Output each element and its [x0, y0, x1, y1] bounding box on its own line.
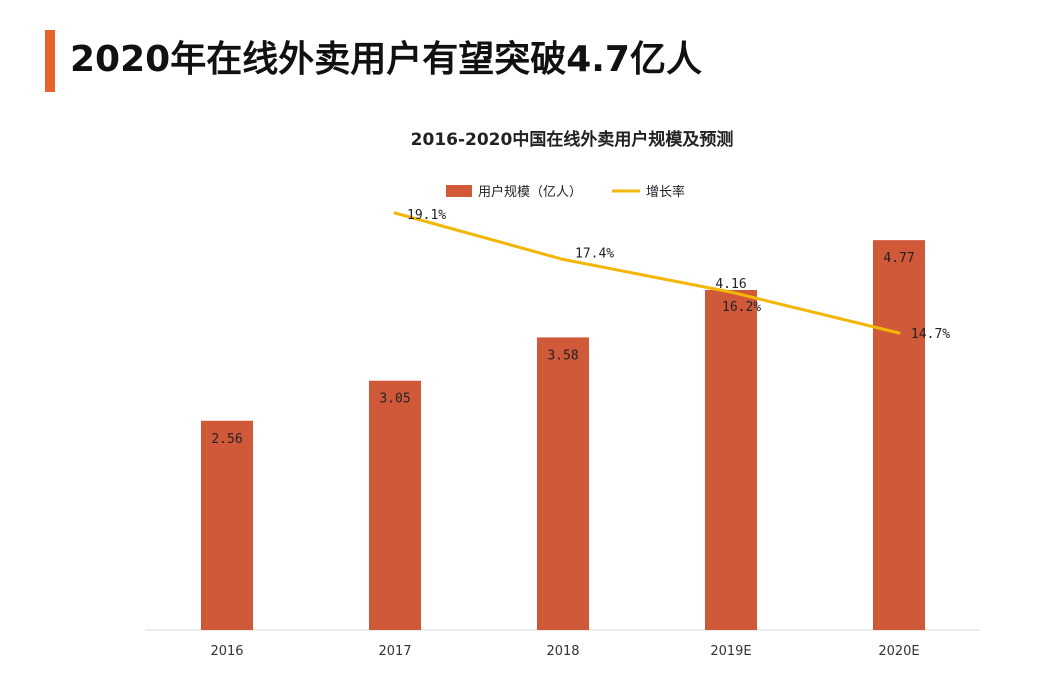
growth-rate-label-2020E: 14.7%: [911, 327, 950, 342]
x-tick-2020E: 2020E: [878, 644, 919, 659]
x-tick-2018: 2018: [546, 644, 579, 659]
growth-rate-point-2019E: [729, 290, 733, 294]
growth-rate-label-2019E: 16.2%: [722, 300, 761, 315]
bar-2020E: [873, 240, 925, 630]
page-title: 2020年在线外卖用户有望突破4.7亿人: [70, 39, 702, 80]
growth-rate-point-2020E: [897, 331, 901, 335]
x-tick-2019E: 2019E: [710, 644, 751, 659]
bar-value-label-2018: 3.58: [547, 348, 578, 363]
bar-value-label-2016: 2.56: [211, 432, 242, 447]
chart-title: 2016-2020中国在线外卖用户规模及预测: [411, 129, 734, 150]
bar-value-label-2017: 3.05: [379, 392, 410, 407]
legend: 用户规模（亿人） 增长率: [446, 184, 685, 200]
x-tick-2016: 2016: [210, 644, 243, 659]
bar-value-label-2019E: 4.16: [715, 277, 746, 292]
bar-value-label-2020E: 4.77: [883, 251, 914, 266]
legend-bar-label: 用户规模（亿人）: [478, 184, 582, 200]
bar-2018: [537, 337, 589, 630]
x-tick-2017: 2017: [378, 644, 411, 659]
growth-rate-line: [394, 211, 900, 335]
legend-line-label: 增长率: [646, 184, 685, 200]
legend-bar-swatch: [446, 185, 472, 197]
growth-rate-point-2017: [393, 211, 397, 215]
bar-2017: [369, 380, 421, 630]
growth-rate-point-2018: [561, 257, 565, 261]
title-accent-bar: [45, 30, 55, 92]
growth-rate-label-2018: 17.4%: [575, 246, 614, 261]
bar-2016: [201, 420, 253, 630]
growth-rate-label-2017: 19.1%: [407, 208, 446, 223]
bar-2019E: [705, 290, 757, 630]
